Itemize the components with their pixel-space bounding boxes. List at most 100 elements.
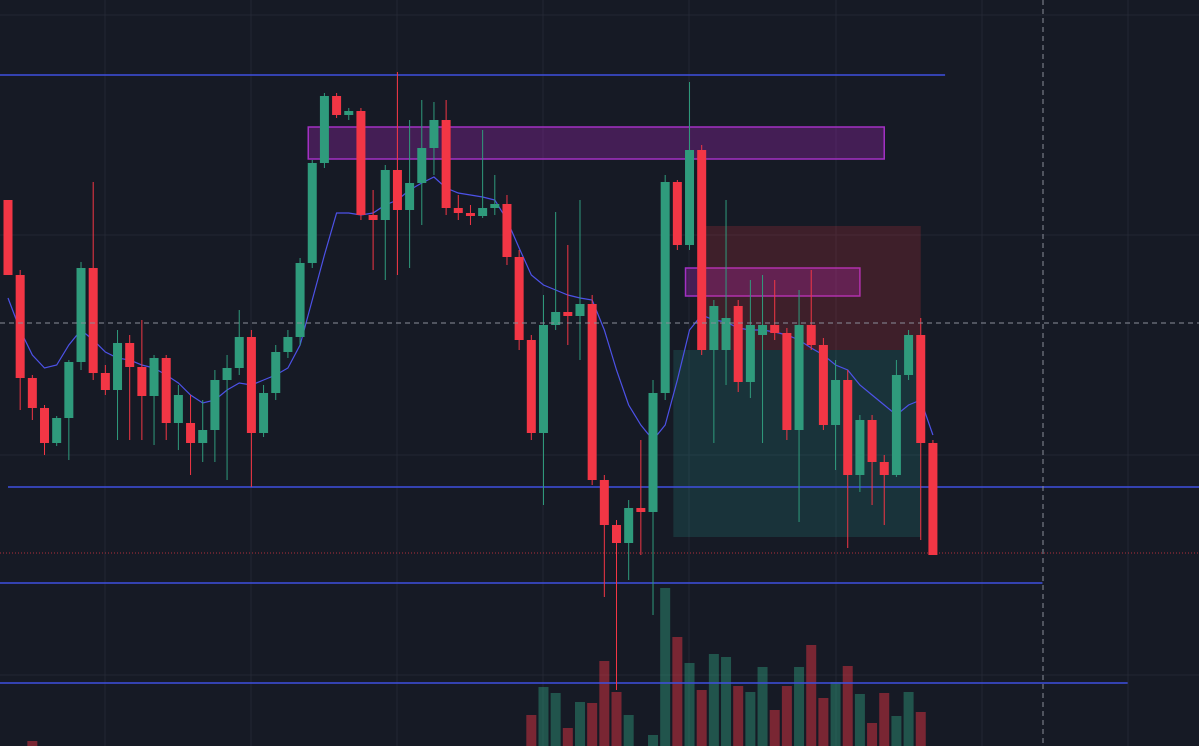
volume-bar bbox=[891, 716, 902, 746]
candle-body bbox=[806, 325, 816, 345]
candle-body bbox=[916, 335, 926, 443]
candle-body bbox=[575, 304, 585, 316]
candle-body bbox=[283, 337, 293, 352]
candle-body bbox=[113, 343, 123, 390]
candle-body bbox=[405, 183, 415, 210]
candle-body bbox=[125, 343, 135, 367]
candle-body bbox=[855, 420, 865, 475]
volume-bar bbox=[550, 693, 561, 746]
candle-body bbox=[538, 325, 548, 433]
candle-body bbox=[867, 420, 877, 462]
zone bbox=[684, 267, 861, 297]
volume-bar bbox=[830, 682, 841, 746]
candle-body bbox=[52, 418, 62, 443]
candle-body bbox=[137, 367, 147, 396]
candle-body bbox=[295, 263, 305, 337]
candle-body bbox=[636, 508, 646, 512]
candle-body bbox=[64, 362, 74, 418]
volume-bar bbox=[757, 667, 768, 746]
candle-body bbox=[246, 337, 256, 433]
candle-body bbox=[502, 204, 512, 257]
volume-bar bbox=[660, 588, 671, 746]
volume-bar bbox=[538, 687, 549, 746]
volume-bar bbox=[745, 692, 756, 746]
candle-body bbox=[709, 306, 719, 350]
candle-body bbox=[40, 408, 50, 443]
candle-body bbox=[222, 368, 232, 380]
volume-bar bbox=[574, 702, 585, 746]
volume-bar bbox=[867, 723, 878, 746]
candle-body bbox=[587, 304, 597, 480]
candle-body bbox=[551, 312, 561, 325]
candle-body bbox=[660, 182, 670, 393]
candle-body bbox=[612, 525, 621, 543]
candle-body bbox=[465, 213, 475, 216]
volume-bar bbox=[708, 654, 719, 746]
candle-body bbox=[344, 111, 354, 115]
candle-body bbox=[904, 335, 914, 375]
candle-body bbox=[76, 268, 86, 362]
volume-bar bbox=[721, 657, 732, 746]
candle-body bbox=[392, 170, 402, 210]
volume-bar bbox=[684, 663, 695, 746]
volume-bar bbox=[526, 715, 537, 746]
candle-body bbox=[210, 380, 220, 430]
candle-body bbox=[88, 268, 98, 373]
candle-body bbox=[733, 306, 743, 382]
candle-body bbox=[3, 200, 13, 275]
candle-body bbox=[928, 443, 938, 555]
volume-bar bbox=[915, 712, 926, 746]
candle-body bbox=[441, 120, 451, 208]
candle-body bbox=[149, 358, 159, 396]
candle-body bbox=[259, 393, 269, 433]
candle-body bbox=[745, 325, 755, 382]
candle-body bbox=[599, 480, 609, 525]
candle-body bbox=[526, 340, 536, 433]
candle-body bbox=[879, 462, 889, 475]
candle-body bbox=[307, 163, 317, 263]
candle-body bbox=[332, 96, 342, 115]
volume-bar bbox=[733, 686, 744, 746]
candle-body bbox=[721, 318, 731, 350]
candle-body bbox=[319, 96, 329, 163]
volume-bar bbox=[562, 728, 573, 746]
candle-body bbox=[697, 150, 707, 350]
candle-body bbox=[356, 111, 366, 215]
volume-bar bbox=[806, 645, 817, 746]
volume-bar bbox=[587, 703, 598, 746]
candle-body bbox=[161, 358, 171, 423]
volume-bar bbox=[794, 667, 805, 746]
candle-body bbox=[490, 204, 500, 208]
candle-body bbox=[891, 375, 901, 475]
volume-bar bbox=[769, 710, 780, 746]
candle-body bbox=[563, 312, 573, 316]
candle-body bbox=[429, 120, 439, 148]
candle-body bbox=[685, 150, 695, 245]
candle-body bbox=[453, 208, 463, 213]
candle-body bbox=[478, 208, 488, 216]
candle-body bbox=[831, 380, 841, 425]
volume-bar bbox=[903, 692, 914, 746]
candle-body bbox=[672, 182, 682, 245]
candle-body bbox=[173, 395, 183, 423]
candle-body bbox=[770, 325, 780, 333]
candle-body bbox=[417, 148, 427, 183]
candle-body bbox=[624, 508, 634, 543]
candle-body bbox=[794, 325, 804, 430]
candle-body bbox=[818, 345, 828, 425]
candle-body bbox=[198, 430, 208, 443]
volume-bar bbox=[623, 715, 634, 746]
volume-bar bbox=[648, 735, 659, 746]
volume-bar bbox=[27, 741, 38, 746]
plot bbox=[0, 72, 1199, 746]
candle-body bbox=[782, 333, 792, 430]
candle-body bbox=[27, 378, 37, 408]
volume-bar bbox=[672, 637, 683, 746]
volume-bar bbox=[854, 694, 865, 746]
volume-bar bbox=[818, 698, 829, 746]
candle-body bbox=[234, 337, 244, 368]
candle-body bbox=[368, 215, 378, 220]
candle-body bbox=[15, 275, 25, 378]
